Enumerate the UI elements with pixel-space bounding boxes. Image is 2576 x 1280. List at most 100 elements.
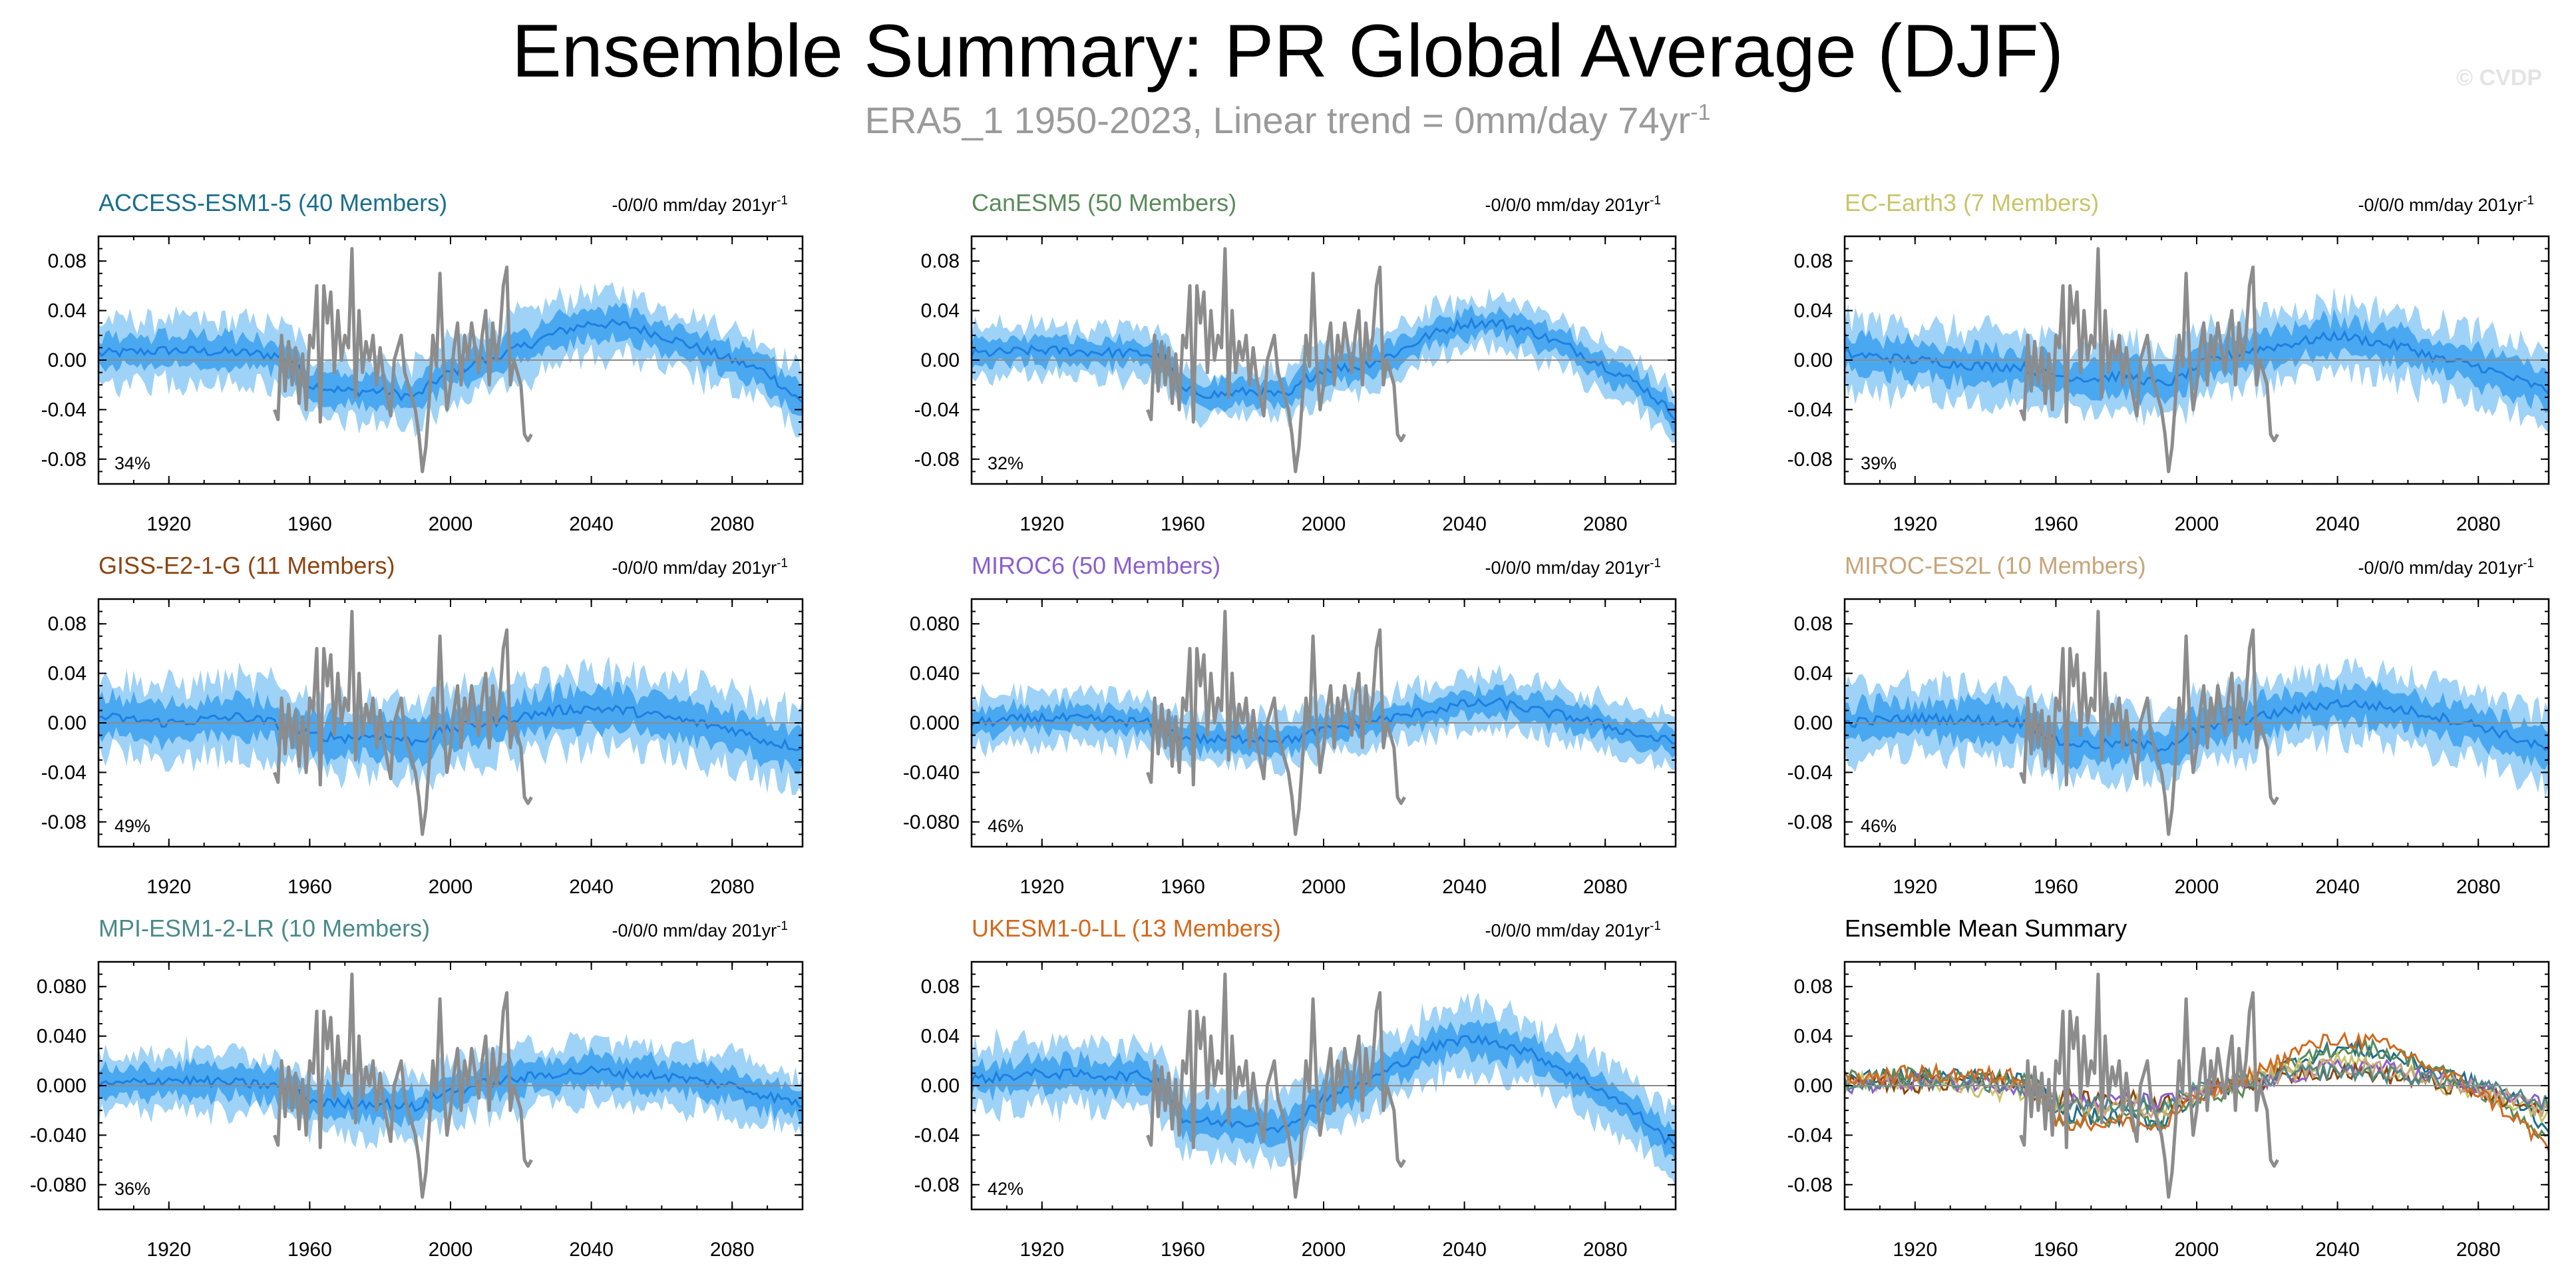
x-tick-label: 2000 (2175, 876, 2219, 898)
figure-subtitle: ERA5_1 1950-2023, Linear trend = 0mm/day… (865, 99, 1711, 141)
chart-panel: EC-Earth3 (7 Members) -0/0/0 mm/day 201yr… (1787, 189, 2550, 535)
panel-trend-label: -0/0/0 mm/day 201yr-1 (612, 194, 788, 215)
y-tick-label: 0.04 (1794, 663, 1833, 685)
x-tick-label: 1960 (2034, 1239, 2078, 1261)
observation-line (273, 972, 533, 1199)
x-tick-label: 1920 (1893, 513, 1937, 535)
x-tick-label: 2080 (2456, 513, 2501, 535)
y-tick-label: 0.00 (1794, 1075, 1833, 1097)
x-tick-label: 2040 (569, 1239, 614, 1261)
panel-trend-superscript: -1 (1650, 919, 1661, 933)
percent-label: 46% (988, 816, 1023, 836)
x-tick-label: 2000 (1302, 876, 1346, 898)
x-tick-label: 1960 (1161, 513, 1205, 535)
y-tick-label: 0.040 (37, 1026, 87, 1048)
y-tick-label: 0.080 (37, 976, 87, 998)
panel-trend-label: -0/0/0 mm/day 201yr-1 (2358, 194, 2534, 215)
chart-panel: Ensemble Mean Summary 0.08 0.04 0.00 -0.04 -0… (1787, 915, 2550, 1261)
observation-line (1146, 610, 1406, 836)
x-tick-label: 2000 (429, 513, 473, 535)
x-tick-label: 2080 (710, 876, 755, 898)
panel-trend-superscript: -1 (2523, 556, 2534, 570)
observation-line (273, 247, 533, 473)
x-tick-label: 1960 (1161, 876, 1205, 898)
x-tick-label: 2040 (2315, 513, 2360, 535)
y-tick-label: 0.08 (921, 976, 960, 998)
y-tick-label: -0.080 (903, 811, 960, 833)
y-tick-label: 0.00 (921, 349, 960, 371)
x-tick-label: 1920 (146, 513, 191, 535)
x-tick-label: 2000 (429, 1239, 473, 1261)
chart-panel: ACCESS-ESM1-5 (40 Members) -0/0/0 mm/day … (41, 189, 804, 535)
y-tick-label: -0.04 (1787, 399, 1833, 421)
x-tick-label: 2000 (2175, 513, 2219, 535)
ensemble-iqr-band (972, 684, 1676, 759)
x-tick-label: 2080 (710, 1239, 755, 1261)
y-tick-label: 0.04 (48, 300, 87, 322)
panel-title: MPI-ESM1-2-LR (10 Members) (98, 915, 430, 942)
x-tick-label: 2040 (1442, 513, 1487, 535)
percent-label: 32% (988, 453, 1023, 473)
chart-panel: MIROC6 (50 Members) -0/0/0 mm/day 201yr-1… (903, 552, 1677, 898)
panel-trend-superscript: -1 (1650, 556, 1661, 570)
percent-label: 49% (114, 816, 150, 836)
x-tick-label: 1960 (287, 513, 332, 535)
x-tick-label: 1960 (2034, 513, 2078, 535)
y-tick-label: 0.080 (910, 613, 960, 635)
y-tick-label: -0.04 (1787, 1124, 1833, 1146)
y-tick-label: 0.04 (1794, 1026, 1833, 1048)
y-tick-label: -0.04 (41, 399, 87, 421)
x-tick-label: 1960 (2034, 876, 2078, 898)
panel-trend-label: -0/0/0 mm/day 201yr-1 (612, 919, 788, 941)
x-tick-label: 2000 (1302, 513, 1346, 535)
y-tick-label: 0.04 (1794, 300, 1833, 322)
ensemble-iqr-band (98, 682, 803, 775)
percent-label: 42% (988, 1179, 1023, 1199)
x-tick-label: 2000 (1302, 1239, 1346, 1261)
panels-grid: ACCESS-ESM1-5 (40 Members) -0/0/0 mm/day … (30, 189, 2550, 1261)
y-tick-label: -0.040 (903, 761, 960, 783)
panel-trend-label: -0/0/0 mm/day 201yr-1 (1485, 556, 1661, 578)
x-tick-label: 2080 (710, 513, 755, 535)
x-tick-label: 2040 (2315, 1239, 2360, 1261)
y-tick-label: 0.00 (1794, 712, 1833, 734)
x-tick-label: 2080 (1583, 513, 1628, 535)
x-tick-label: 1920 (1893, 876, 1937, 898)
y-tick-label: 0.00 (48, 349, 87, 371)
y-tick-label: -0.04 (1787, 761, 1833, 783)
x-tick-label: 2000 (429, 876, 473, 898)
y-tick-label: 0.000 (910, 712, 960, 734)
chart-panel: MIROC-ES2L (10 Members) -0/0/0 mm/day 201… (1787, 552, 2550, 898)
panel-title: UKESM1-0-LL (13 Members) (972, 915, 1281, 942)
observation-line (2019, 972, 2279, 1199)
chart-panel: MPI-ESM1-2-LR (10 Members) -0/0/0 mm/day … (30, 915, 804, 1261)
panel-title: CanESM5 (50 Members) (972, 189, 1236, 216)
x-tick-label: 1960 (287, 1239, 332, 1261)
percent-label: 36% (114, 1179, 150, 1199)
cvdp-watermark: © CVDP (2456, 65, 2542, 91)
x-tick-label: 2040 (569, 513, 614, 535)
y-tick-label: 0.04 (921, 300, 960, 322)
ensemble-mean-line (971, 697, 1676, 746)
y-tick-label: -0.08 (41, 811, 87, 833)
percent-label: 46% (1861, 816, 1897, 836)
y-tick-label: 0.040 (910, 663, 960, 685)
panel-trend-label: -0/0/0 mm/day 201yr-1 (1485, 194, 1661, 215)
y-tick-label: 0.08 (1794, 976, 1833, 998)
x-tick-label: 2040 (569, 876, 614, 898)
ensemble-mean-line (97, 1065, 803, 1112)
y-tick-label: -0.08 (1787, 1174, 1833, 1196)
y-tick-label: 0.08 (921, 250, 960, 272)
y-tick-label: -0.08 (1787, 449, 1833, 471)
y-tick-label: -0.080 (30, 1174, 87, 1196)
y-tick-label: -0.08 (914, 1174, 960, 1196)
panel-title: MIROC-ES2L (10 Members) (1845, 552, 2146, 579)
observation-line (273, 610, 533, 836)
y-tick-label: -0.08 (1787, 811, 1833, 833)
x-tick-label: 1920 (1019, 513, 1064, 535)
panel-title: Ensemble Mean Summary (1845, 915, 2127, 942)
x-tick-label: 2040 (1442, 1239, 1487, 1261)
x-tick-label: 2080 (2456, 1239, 2501, 1261)
y-tick-label: 0.04 (48, 663, 87, 685)
